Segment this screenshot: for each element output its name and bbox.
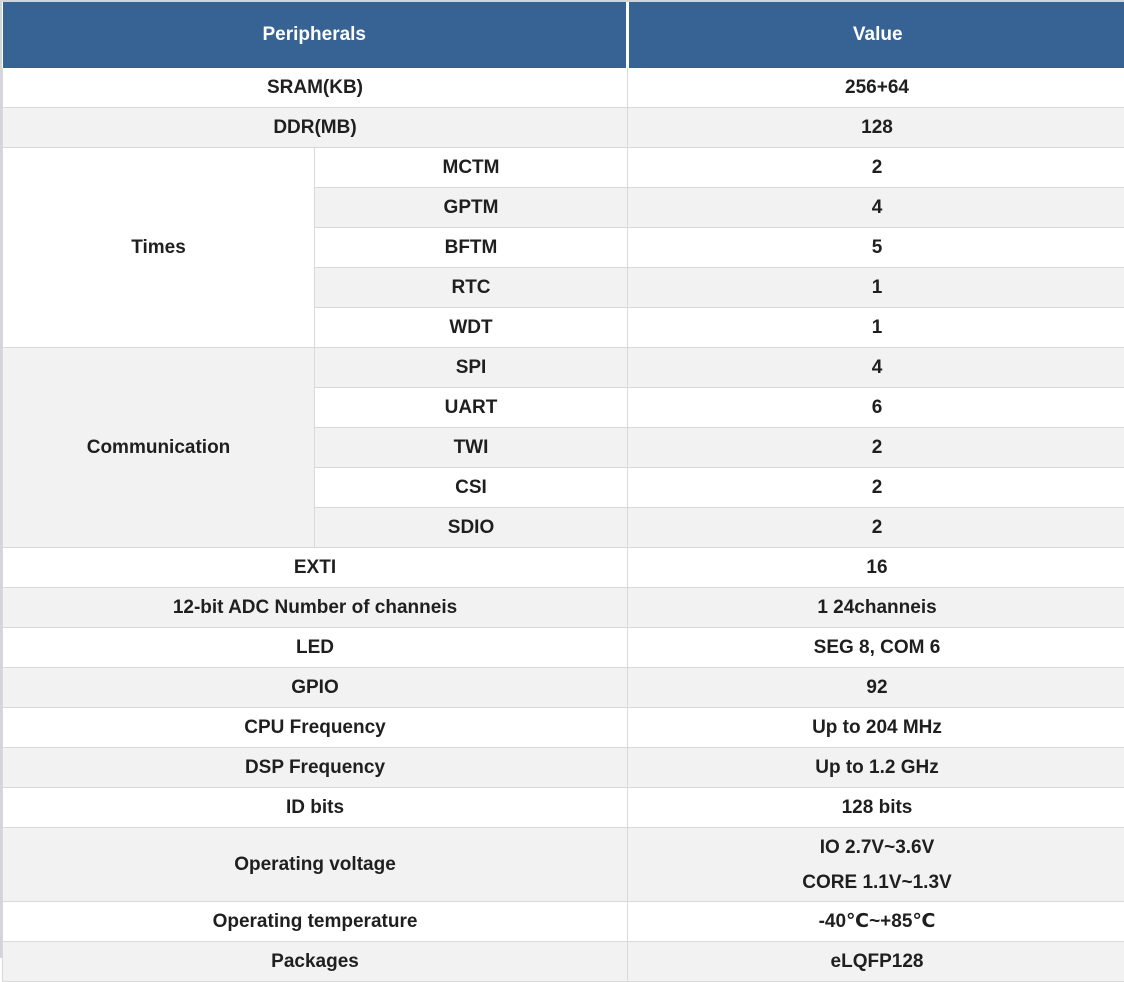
sub-label-cell: RTC: [315, 268, 628, 308]
row-label-cell: Packages: [3, 942, 628, 982]
sub-label-cell: TWI: [315, 428, 628, 468]
group-label-cell-times: Times: [3, 148, 315, 348]
table-row: Times MCTM 2: [3, 148, 1124, 188]
sub-label-cell: GPTM: [315, 188, 628, 228]
row-value-cell: 256+64: [628, 68, 1124, 108]
sub-label-cell: UART: [315, 388, 628, 428]
row-label-cell: LED: [3, 628, 628, 668]
row-value-cell: -40℃~+85℃: [628, 902, 1124, 942]
table-row: Communication SPI 4: [3, 348, 1124, 388]
row-value-cell: 2: [628, 428, 1124, 468]
row-value-cell: 6: [628, 388, 1124, 428]
table-row: Packages eLQFP128: [3, 942, 1124, 982]
table-row: ID bits 128 bits: [3, 788, 1124, 828]
voltage-line-io: IO 2.7V~3.6V: [628, 830, 1124, 865]
table-row: 12-bit ADC Number of channeis 1 24channe…: [3, 588, 1124, 628]
row-label-cell: Operating voltage: [3, 828, 628, 902]
row-label-cell: SRAM(KB): [3, 68, 628, 108]
row-label-cell: DSP Frequency: [3, 748, 628, 788]
table-row: DDR(MB) 128: [3, 108, 1124, 148]
row-value-cell: 128: [628, 108, 1124, 148]
row-value-cell: 1: [628, 308, 1124, 348]
row-value-cell: 2: [628, 508, 1124, 548]
row-value-cell: 92: [628, 668, 1124, 708]
row-label-cell: Operating temperature: [3, 902, 628, 942]
row-label-cell: 12-bit ADC Number of channeis: [3, 588, 628, 628]
table-row: SRAM(KB) 256+64: [3, 68, 1124, 108]
voltage-line-core: CORE 1.1V~1.3V: [628, 865, 1124, 900]
sub-label-cell: MCTM: [315, 148, 628, 188]
group-label-cell-communication: Communication: [3, 348, 315, 548]
table-row: Operating voltage IO 2.7V~3.6V CORE 1.1V…: [3, 828, 1124, 902]
header-row: Peripherals Value: [3, 2, 1124, 68]
row-value-cell: 4: [628, 348, 1124, 388]
row-value-cell: 5: [628, 228, 1124, 268]
row-value-cell: 2: [628, 148, 1124, 188]
row-value-cell: SEG 8, COM 6: [628, 628, 1124, 668]
table-row: DSP Frequency Up to 1.2 GHz: [3, 748, 1124, 788]
sub-label-cell: SDIO: [315, 508, 628, 548]
row-value-cell: 2: [628, 468, 1124, 508]
row-value-cell: Up to 204 MHz: [628, 708, 1124, 748]
sub-label-cell: BFTM: [315, 228, 628, 268]
row-value-cell: eLQFP128: [628, 942, 1124, 982]
spec-table-container: Peripherals Value SRAM(KB) 256+64 DDR(MB…: [0, 0, 1124, 958]
row-value-cell: 128 bits: [628, 788, 1124, 828]
row-value-cell: 4: [628, 188, 1124, 228]
table-row: GPIO 92: [3, 668, 1124, 708]
row-value-cell: IO 2.7V~3.6V CORE 1.1V~1.3V: [628, 828, 1124, 902]
row-value-cell: 1: [628, 268, 1124, 308]
row-value-cell: 1 24channeis: [628, 588, 1124, 628]
row-label-cell: DDR(MB): [3, 108, 628, 148]
sub-label-cell: WDT: [315, 308, 628, 348]
header-cell-value: Value: [628, 2, 1124, 68]
table-row: CPU Frequency Up to 204 MHz: [3, 708, 1124, 748]
table-row: LED SEG 8, COM 6: [3, 628, 1124, 668]
row-label-cell: ID bits: [3, 788, 628, 828]
row-value-cell: Up to 1.2 GHz: [628, 748, 1124, 788]
table-row: EXTI 16: [3, 548, 1124, 588]
header-cell-peripherals: Peripherals: [3, 2, 628, 68]
row-label-cell: EXTI: [3, 548, 628, 588]
sub-label-cell: CSI: [315, 468, 628, 508]
row-label-cell: CPU Frequency: [3, 708, 628, 748]
row-label-cell: GPIO: [3, 668, 628, 708]
table-row: Operating temperature -40℃~+85℃: [3, 902, 1124, 942]
sub-label-cell: SPI: [315, 348, 628, 388]
row-value-cell: 16: [628, 548, 1124, 588]
